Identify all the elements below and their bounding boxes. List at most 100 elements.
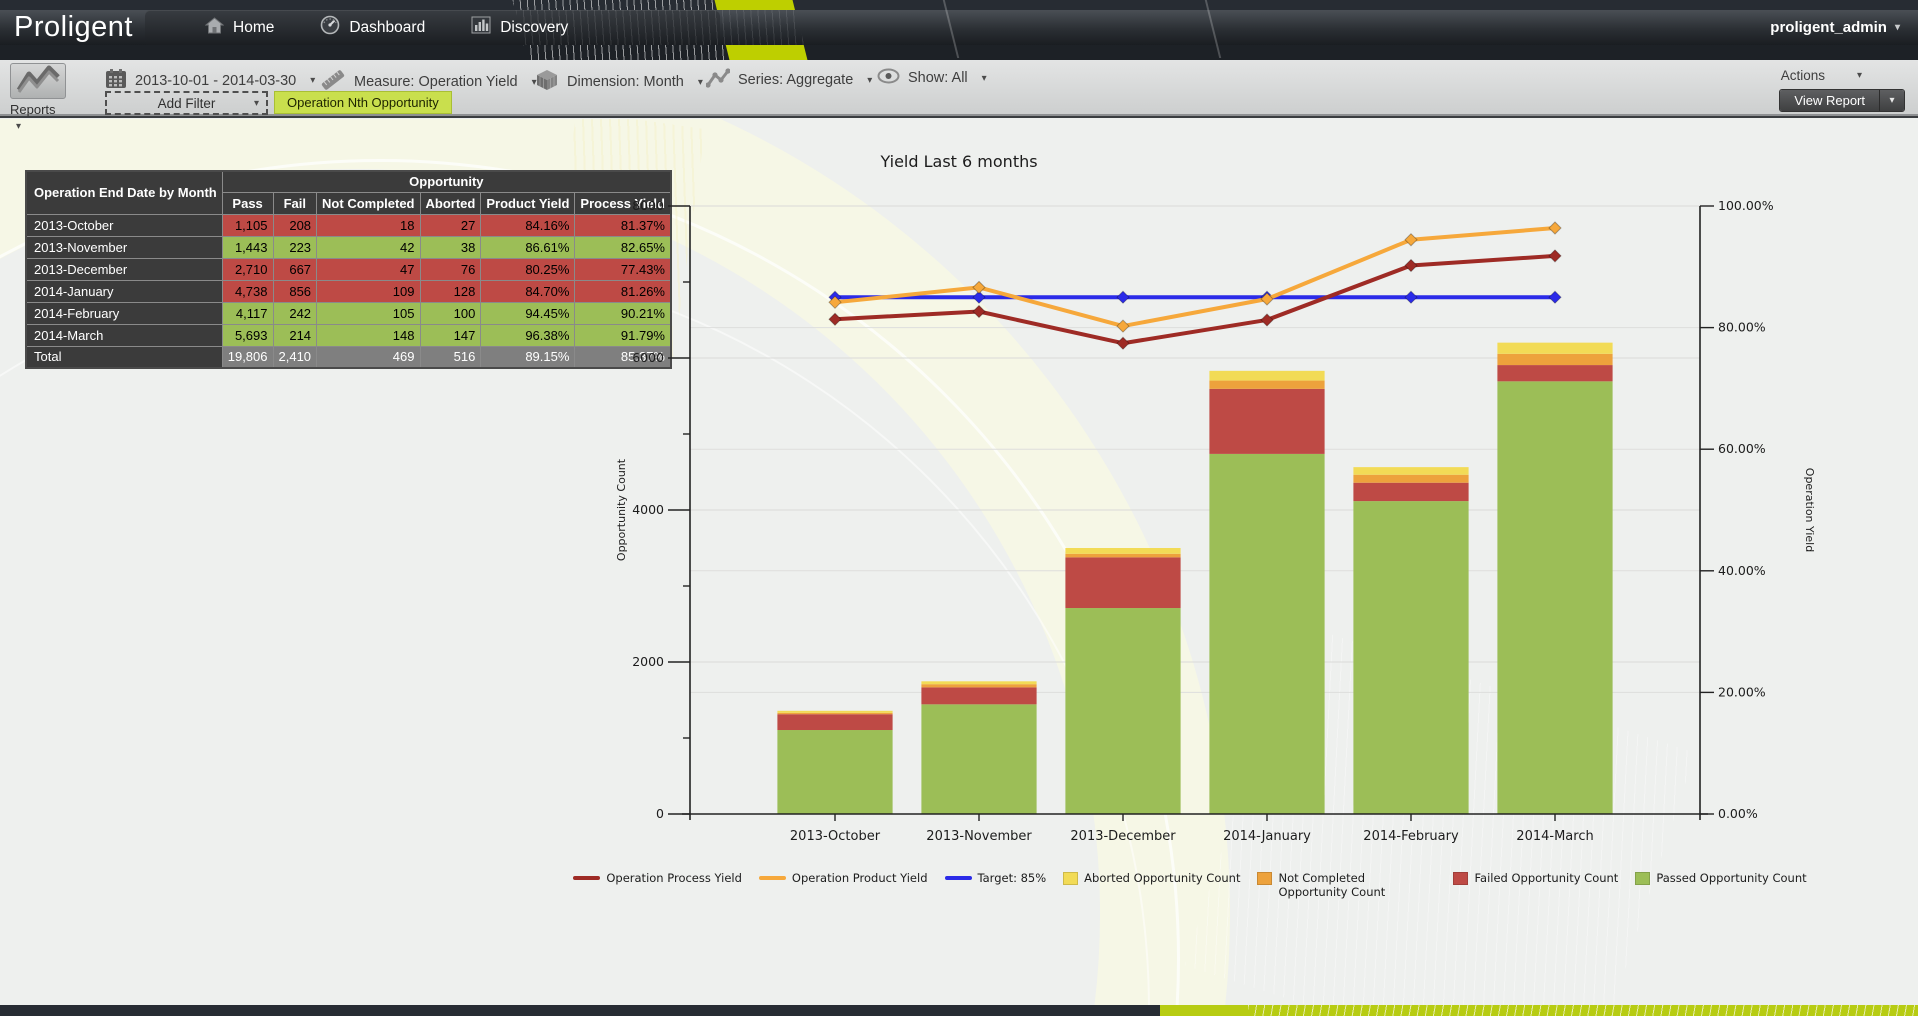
show-dropdown[interactable]: Show: All ▾ [877,68,987,88]
legend-box-swatch [1257,872,1273,885]
table-cell: 84.16% [480,213,576,237]
line-marker [828,312,842,326]
line-marker [828,295,842,310]
reports-button[interactable]: Reports ▾ [10,63,70,132]
table-cell: 91.79% [574,323,672,347]
home-icon [204,16,225,39]
top-navbar: Proligent Home Dashboard Discovery proli… [0,10,1918,45]
chevron-down-icon: ▾ [1894,22,1900,33]
table-cell: 4,117 [221,301,274,325]
table-cell: 77.43% [574,257,672,281]
yield-chart: Yield Last 6 months 0 2000 4000 6000 8000 0.00… [540,119,1910,979]
table-cell: 856 [272,279,318,303]
chart-canvas: Yield Last 6 months 0 2000 4000 6000 8000 0.00… [615,152,1816,844]
bar-segment [921,681,1037,685]
line-marker [1116,290,1130,304]
chevron-down-icon: ▾ [16,121,22,132]
nav-item-home[interactable]: Home [204,16,274,39]
user-menu[interactable]: proligent_admin ▾ [1770,19,1900,36]
legend-box-swatch [1063,872,1079,885]
bar-segment [1497,342,1613,354]
bar-segment [1497,365,1613,382]
table-cell: 2,410 [272,345,318,369]
table-column-header: Fail [272,191,318,215]
legend-label: Operation Product Yield [791,871,928,885]
bar-segment [1209,380,1325,389]
view-report-menu-arrow[interactable]: ▾ [1879,90,1904,111]
measure-dropdown[interactable]: Measure: Operation Yield ▾ [320,68,537,96]
line-series [834,226,1556,329]
nav-gap-band [0,45,1918,60]
table-row[interactable]: 2014-February 4,117 242 105 100 94.45% 90.21% [25,301,672,325]
table-cell: 667 [272,257,318,281]
legend-label: Not Completed Opportunity Count [1278,871,1386,899]
nav-menu: Home Dashboard Discovery [145,10,720,45]
bar-segment [1209,388,1325,454]
axis-tick-label: 0 [656,806,664,821]
line-marker [1404,233,1418,247]
table-cell: 47 [316,257,421,281]
chevron-down-icon: ▾ [697,76,703,88]
chevron-down-icon: ▾ [1856,70,1862,81]
view-report-button[interactable]: View Report ▾ [1779,89,1905,112]
legend-item: Target: 85% [944,871,1046,885]
axis-tick-label: 20.00% [1718,684,1766,699]
add-filter-button[interactable]: Add Filter ▾ [105,91,268,115]
table-cell: 81.26% [574,279,672,303]
nav-item-dashboard[interactable]: Dashboard [320,15,425,40]
bottom-decor-strip [0,1005,1918,1016]
actions-dropdown[interactable]: Actions ▾ [1780,68,1862,83]
table-row[interactable]: 2013-December 2,710 667 47 76 80.25% 77.43% [25,257,672,281]
legend-item: Operation Product Yield [758,871,928,885]
filter-chip-operation-nth-opportunity[interactable]: Operation Nth Opportunity [274,91,452,114]
table-row[interactable]: Total 19,806 2,410 469 516 89.15% 85.37% [25,345,672,369]
table-row[interactable]: 2013-October 1,105 208 18 27 84.16% 81.37% [25,213,672,237]
table-row[interactable]: 2013-November 1,443 223 42 38 86.61% 82.65% [25,235,672,259]
table-column-header: Process Yield [574,191,672,215]
table-group-header: Opportunity [221,170,672,193]
chevron-down-icon: ▾ [531,76,537,88]
date-range-dropdown[interactable]: 2013-10-01 - 2014-03-30 ▾ [105,68,315,93]
table-column-header: Pass [221,191,274,215]
dimension-dropdown[interactable]: Dimension: Month ▾ [535,68,703,96]
bar-segment [1209,370,1325,381]
axis-tick-label: 8000 [632,198,664,213]
toolbar: Reports ▾ 2013-10-01 - 2014-03-30 ▾ Meas… [0,60,1918,132]
table-cell: 100 [419,301,482,325]
bottom-hatch [1248,1005,1918,1016]
legend-item: Passed Opportunity Count [1635,871,1807,885]
show-icon [877,68,900,88]
bar-segment [921,687,1037,705]
table-row[interactable]: 2014-March 5,693 214 148 147 96.38% 91.79% [25,323,672,347]
row-label: Total [25,345,223,369]
line-marker [972,290,986,304]
chevron-down-icon: ▾ [981,72,987,84]
bar-segment [921,684,1037,688]
table-cell: 516 [419,345,482,369]
line-series [834,253,1556,346]
line-marker [972,280,986,295]
table-cell: 109 [316,279,421,303]
series-dropdown[interactable]: Series: Aggregate ▾ [705,68,872,92]
legend-label: Passed Opportunity Count [1656,871,1807,885]
bar-segment [1065,553,1181,558]
line-marker [1548,249,1562,263]
legend-box-swatch [1635,872,1651,885]
chevron-down-icon: ▾ [253,97,259,109]
line-marker [1116,336,1130,350]
bar-segment [1353,482,1469,502]
row-label: 2014-February [25,301,223,325]
row-label: 2014-January [25,279,223,303]
table-cell: 1,105 [221,213,274,237]
legend-item: Not Completed Opportunity Count [1257,871,1436,899]
table-cell: 18 [316,213,421,237]
report-content: Operation End Date by Month Opportunity … [0,119,1918,1005]
table-cell: 147 [419,323,482,347]
axis-tick-label: 6000 [632,350,664,365]
legend-line-swatch [944,876,972,880]
yield-summary-table: Operation End Date by Month Opportunity … [25,170,672,369]
nav-item-discovery[interactable]: Discovery [471,16,568,39]
x-axis-label: 2014-February [1363,829,1459,844]
table-row[interactable]: 2014-January 4,738 856 109 128 84.70% 81.26% [25,279,672,303]
legend-item: Aborted Opportunity Count [1063,871,1240,885]
